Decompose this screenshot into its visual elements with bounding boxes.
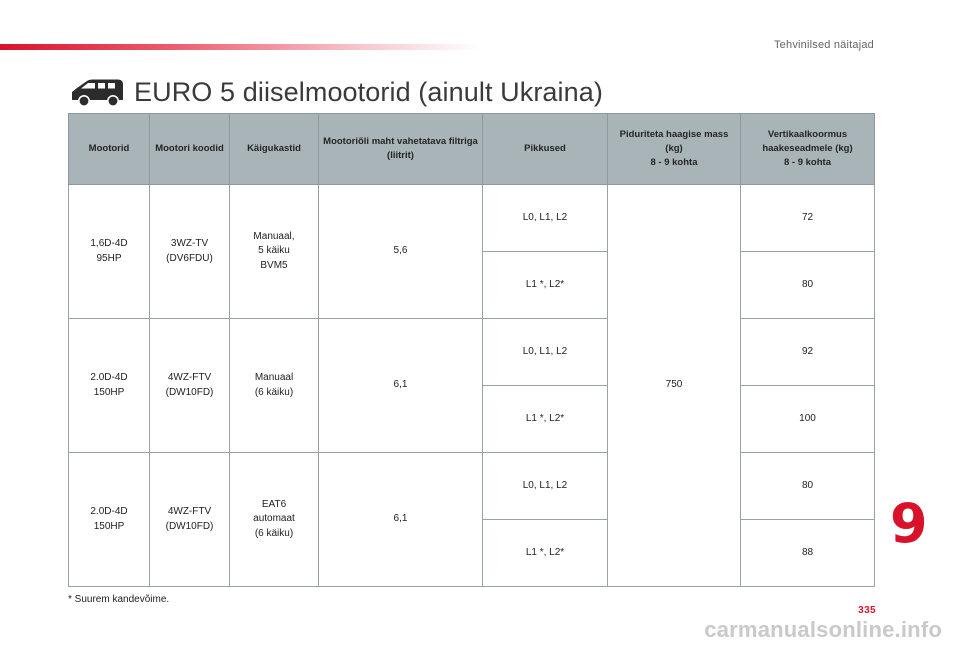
length-cell: L1 *, L2* <box>482 519 608 587</box>
watermark: carmanualsonline.info <box>704 617 942 642</box>
column-header-gearboxes: Käigukastid <box>229 113 319 185</box>
table-row: 2.0D-4D 150HP 4WZ-FTV (DW10FD) Manuaal (… <box>68 318 875 453</box>
section-heading: EURO 5 diiselmootorid (ainult Ukraina) <box>68 74 603 110</box>
engine-code-cell: 4WZ-FTV (DW10FD) <box>149 318 230 453</box>
table-row: 1,6D-4D 95HP 3WZ-TV (DV6FDU) Manuaal, 5 … <box>68 184 875 587</box>
table-row: L1 *, L2* 88 <box>69 519 875 587</box>
column-header-unbraked-trailer-mass: Piduriteta haagise mass (kg) 8 - 9 kohta <box>607 113 741 185</box>
gearbox-cell: Manuaal (6 käiku) <box>229 318 319 453</box>
length-cell: L1 *, L2* <box>482 385 608 453</box>
length-cell: L1 *, L2* <box>482 251 608 319</box>
engine-cell: 2.0D-4D 150HP <box>68 452 150 587</box>
engine-cell: 2.0D-4D 150HP <box>68 318 150 453</box>
table-row: 2.0D-4D 150HP 4WZ-FTV (DW10FD) EAT6 auto… <box>68 452 875 587</box>
chapter-title: Tehvinilsed näitajad <box>773 39 874 51</box>
vertical-load-cell: 80 <box>740 452 875 520</box>
gearbox-cell: Manuaal, 5 käiku BVM5 <box>229 184 319 319</box>
vertical-load-cell: 72 <box>740 184 875 252</box>
page-title: EURO 5 diiselmootorid (ainult Ukraina) <box>134 76 603 107</box>
column-header-vertical-load: Vertikaalkoormus haakeseadmele (kg) 8 - … <box>740 113 875 185</box>
vertical-load-cell: 92 <box>740 318 875 386</box>
length-cell: L0, L1, L2 <box>482 318 608 386</box>
length-cell: L0, L1, L2 <box>482 452 608 520</box>
vertical-load-cell: 88 <box>740 519 875 587</box>
oil-capacity-cell: 5,6 <box>318 184 483 319</box>
engine-cell: 1,6D-4D 95HP <box>68 184 150 319</box>
footnote: * Suurem kandevõime. <box>68 594 170 605</box>
engine-code-cell: 4WZ-FTV (DW10FD) <box>149 452 230 587</box>
column-header-engines: Mootorid <box>68 113 150 185</box>
vertical-load-cell: 100 <box>740 385 875 453</box>
table-row: L1 *, L2* 100 <box>69 385 875 453</box>
gearbox-cell: EAT6 automaat (6 käiku) <box>229 452 319 587</box>
column-header-engine-codes: Mootori koodid <box>149 113 230 185</box>
length-cell: L0, L1, L2 <box>482 184 608 252</box>
column-header-oil-capacity: Mootoriõli maht vahetatava filtriga (lii… <box>318 113 483 185</box>
oil-capacity-cell: 6,1 <box>318 318 483 453</box>
van-icon <box>72 79 123 107</box>
table-row: L1 *, L2* 80 <box>69 251 875 319</box>
chapter-number: 9 <box>890 492 928 555</box>
header-accent-stripe <box>0 44 480 50</box>
page-number: 335 <box>858 605 876 616</box>
oil-capacity-cell: 6,1 <box>318 452 483 587</box>
column-header-lengths: Pikkused <box>482 113 608 185</box>
vertical-load-cell: 80 <box>740 251 875 319</box>
unbraked-trailer-mass-cell: 750 <box>607 184 741 587</box>
engine-code-cell: 3WZ-TV (DV6FDU) <box>149 184 230 319</box>
table-header-row: Mootorid Mootori koodid Käigukastid Moot… <box>68 113 875 185</box>
engine-specs-table: Mootorid Mootori koodid Käigukastid Moot… <box>68 113 875 587</box>
